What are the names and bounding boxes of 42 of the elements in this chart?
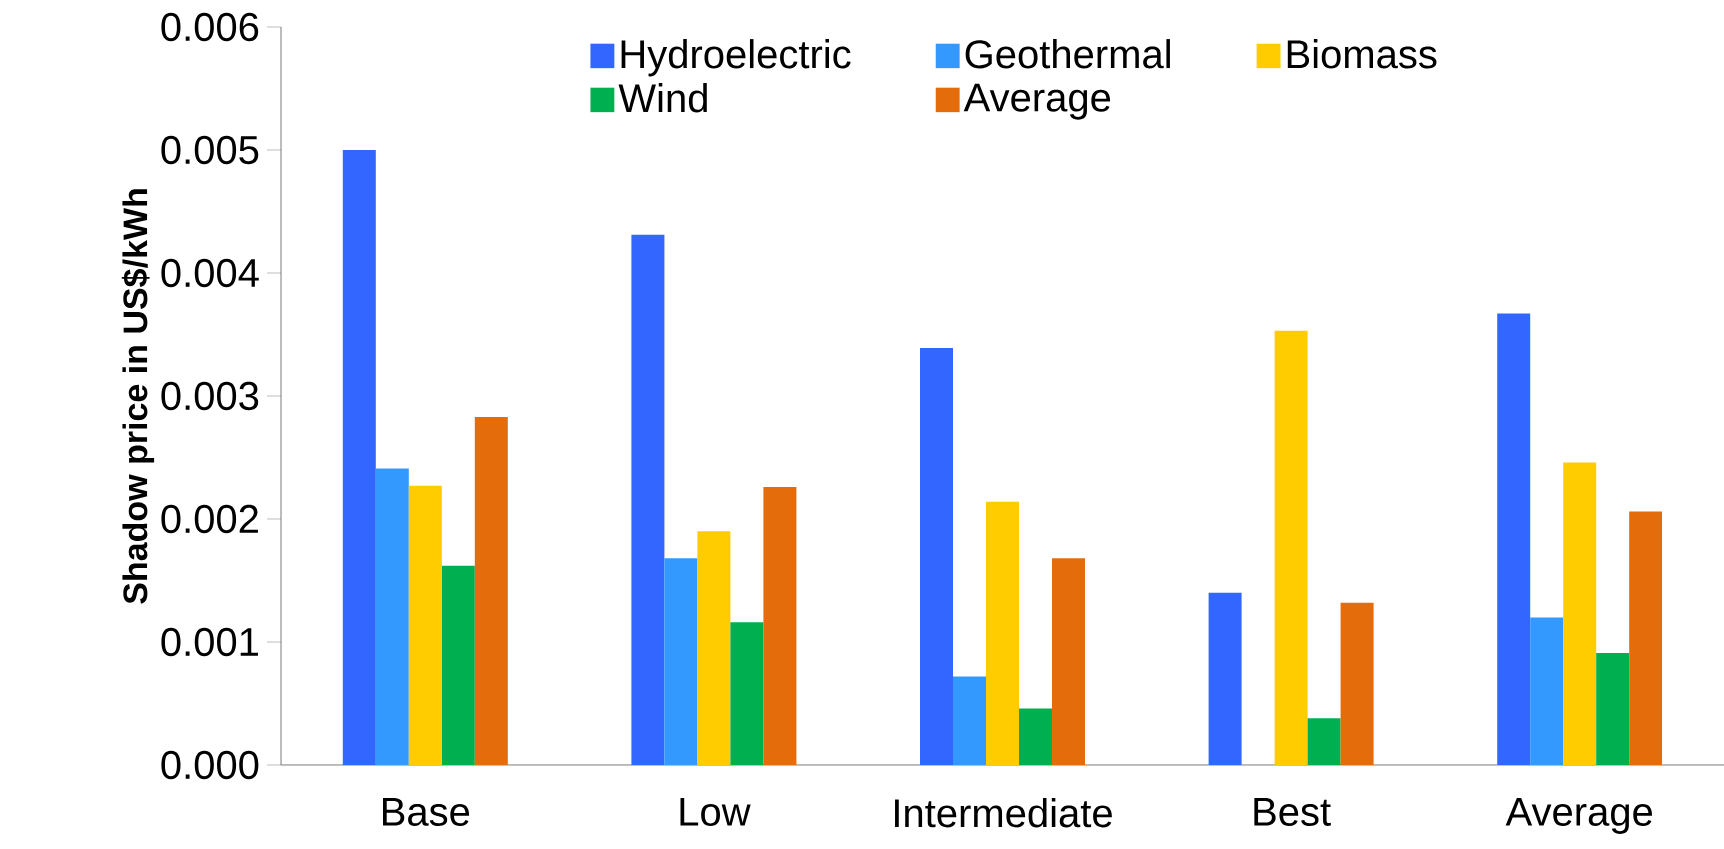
bar [1208, 592, 1242, 765]
bar [697, 531, 731, 765]
bar [1340, 602, 1374, 765]
bar [631, 234, 665, 765]
bar [763, 487, 797, 765]
y-axis-title: Shadow price in US$/kWh [121, 189, 155, 604]
x-tick-label: Best [1254, 798, 1331, 826]
bar [1274, 330, 1308, 765]
bar [1019, 708, 1053, 765]
bar [1497, 313, 1531, 765]
bar [953, 676, 986, 765]
bar [1596, 653, 1630, 765]
bar [1530, 617, 1564, 765]
legend-label: Biomass [1287, 39, 1437, 69]
legend-label: Wind [618, 83, 707, 113]
x-tick-label: Intermediate [895, 798, 1112, 828]
y-tick-label: 0.002 [161, 504, 258, 534]
y-tick-label: 0.001 [161, 627, 258, 657]
y-tick-label: 0.006 [161, 12, 259, 42]
y-tick-label: 0.004 [161, 258, 259, 288]
bar [730, 622, 764, 765]
bar [664, 558, 698, 765]
bar [986, 501, 1020, 765]
y-tick-label: 0.003 [161, 381, 259, 411]
bar [920, 348, 953, 765]
y-tick-label: 0.000 [161, 750, 259, 780]
x-tick-label: Low [680, 798, 751, 826]
x-tick-label: Base [383, 798, 470, 826]
y-tick-label: 0.005 [161, 135, 259, 165]
bar [474, 416, 508, 765]
bar [408, 485, 442, 765]
legend-label: Average [963, 83, 1111, 120]
bar [342, 149, 376, 765]
x-tick-label: Average [1505, 798, 1653, 834]
legend-label: Hydroelectric [621, 39, 851, 77]
bar [1307, 718, 1341, 765]
bar [1629, 511, 1663, 765]
bar [375, 468, 409, 765]
bar [1052, 558, 1085, 765]
bar [441, 565, 475, 765]
legend-label: Geothermal [965, 39, 1170, 69]
bar [1563, 462, 1597, 765]
